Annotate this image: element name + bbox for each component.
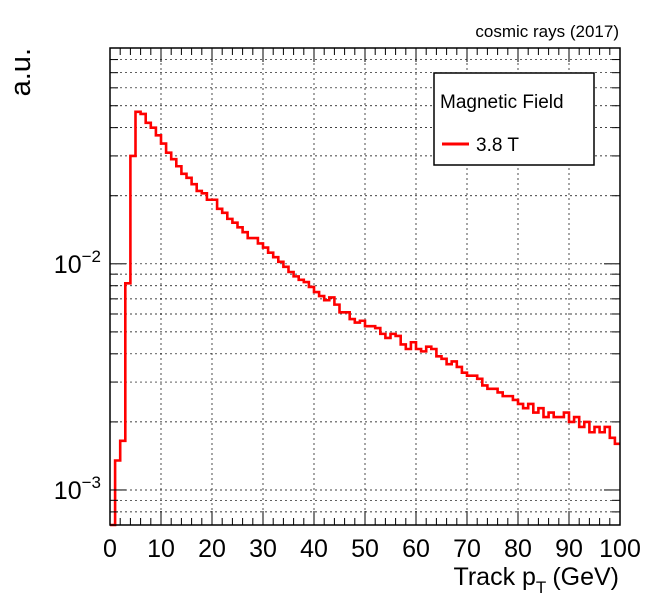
y-axis-label: a.u. <box>5 48 37 96</box>
x-tick-label: 30 <box>249 535 277 563</box>
histogram-series-3-8T <box>110 110 620 527</box>
x-axis-label-main: Track p <box>454 563 536 591</box>
x-axis-label-unit: (GeV) <box>552 563 619 591</box>
legend: Magnetic Field 3.8 T <box>433 72 595 166</box>
x-tick-label: 90 <box>555 535 583 563</box>
y-tick-label: 10−2 <box>54 247 101 279</box>
x-tick-label: 80 <box>504 535 532 563</box>
legend-entry: 3.8 T <box>476 135 519 156</box>
legend-box <box>433 72 595 166</box>
header-annotation: cosmic rays (2017) <box>475 22 619 41</box>
legend-title: Magnetic Field <box>440 92 564 113</box>
x-tick-label: 60 <box>402 535 430 563</box>
x-axis-label: Track pT (GeV) <box>454 563 620 597</box>
x-tick-labels: 0 10 20 30 40 50 60 70 80 90 100 <box>103 535 641 563</box>
x-axis-label-subscript: T <box>536 578 546 597</box>
y-tick-labels: 10−2 10−3 <box>54 247 101 505</box>
x-tick-label: 20 <box>198 535 226 563</box>
x-tick-label: 10 <box>147 535 175 563</box>
axis-ticks <box>109 48 621 525</box>
y-tick-label: 10−3 <box>54 473 101 505</box>
x-tick-label: 100 <box>599 535 641 563</box>
x-tick-label: 70 <box>453 535 481 563</box>
histogram <box>110 110 620 527</box>
x-tick-label: 50 <box>351 535 379 563</box>
x-tick-label: 0 <box>103 535 117 563</box>
x-tick-label: 40 <box>300 535 328 563</box>
